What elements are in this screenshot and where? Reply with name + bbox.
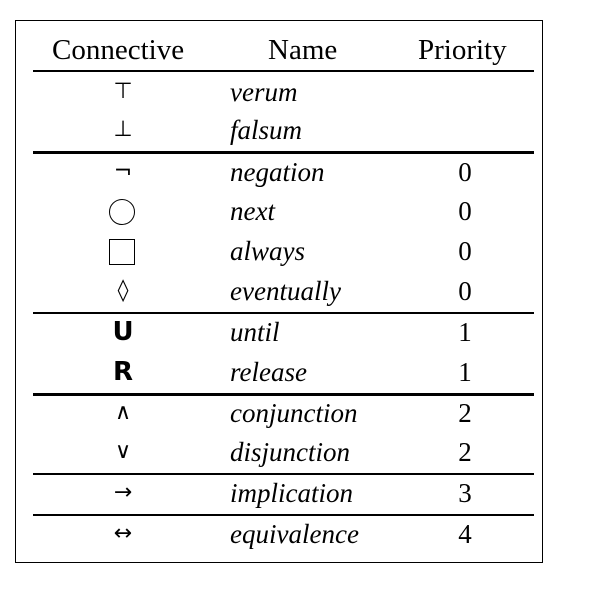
conjunction-symbol: ∧ bbox=[114, 400, 132, 425]
header-connective: Connective bbox=[52, 34, 185, 66]
row-priority: 0 bbox=[458, 236, 472, 266]
table-row: ⊥ falsum bbox=[0, 110, 612, 150]
row-name: implication bbox=[230, 478, 353, 508]
falsum-symbol: ⊥ bbox=[113, 117, 133, 142]
table-row: R release 1 bbox=[0, 352, 612, 392]
next-circle-icon bbox=[88, 191, 158, 231]
disjunction-symbol: ∨ bbox=[114, 439, 132, 464]
implication-arrow-icon: → bbox=[113, 480, 133, 505]
row-priority: 2 bbox=[458, 437, 472, 467]
table-row: next 0 bbox=[0, 191, 612, 231]
equivalence-arrow-icon: ↔ bbox=[113, 521, 133, 546]
table-row: ⊤ verum bbox=[0, 72, 612, 112]
header-rule bbox=[33, 70, 534, 72]
row-name: release bbox=[230, 357, 307, 387]
row-priority: 4 bbox=[458, 519, 472, 549]
header-name: Name bbox=[268, 34, 338, 66]
row-name: negation bbox=[230, 157, 325, 187]
eventually-diamond-icon: ◊ bbox=[117, 278, 129, 303]
row-name: until bbox=[230, 317, 280, 347]
table-row: ↔ equivalence 4 bbox=[0, 514, 612, 554]
table-row: U until 1 bbox=[0, 312, 612, 352]
row-name: disjunction bbox=[230, 437, 350, 467]
row-priority: 1 bbox=[458, 357, 472, 387]
group-rule bbox=[33, 312, 534, 314]
row-priority: 3 bbox=[458, 478, 472, 508]
row-priority: 2 bbox=[458, 398, 472, 428]
row-name: conjunction bbox=[230, 398, 358, 428]
row-priority: 1 bbox=[458, 317, 472, 347]
release-symbol: R bbox=[112, 357, 134, 387]
group-rule bbox=[33, 514, 534, 516]
verum-symbol: ⊤ bbox=[113, 79, 133, 104]
table-row: ◊ eventually 0 bbox=[0, 271, 612, 311]
row-name: equivalence bbox=[230, 519, 359, 549]
row-name: next bbox=[230, 196, 275, 226]
negation-symbol: ¬ bbox=[113, 159, 133, 184]
group-rule bbox=[33, 473, 534, 475]
row-name: verum bbox=[230, 77, 298, 107]
table-row: → implication 3 bbox=[0, 473, 612, 513]
row-name: eventually bbox=[230, 276, 341, 306]
table-row: ∨ disjunction 2 bbox=[0, 432, 612, 472]
table-row: ¬ negation 0 bbox=[0, 152, 612, 192]
row-priority: 0 bbox=[458, 157, 472, 187]
group-rule bbox=[33, 151, 534, 154]
row-name: always bbox=[230, 236, 306, 266]
always-square-icon bbox=[88, 231, 158, 271]
until-symbol: U bbox=[112, 317, 134, 347]
table-frame bbox=[15, 20, 543, 563]
group-rule bbox=[33, 393, 534, 396]
row-name: falsum bbox=[230, 115, 303, 145]
header-priority: Priority bbox=[418, 34, 507, 66]
row-priority: 0 bbox=[458, 196, 472, 226]
table-row: ∧ conjunction 2 bbox=[0, 393, 612, 433]
table-row: always 0 bbox=[0, 231, 612, 271]
row-priority: 0 bbox=[458, 276, 472, 306]
